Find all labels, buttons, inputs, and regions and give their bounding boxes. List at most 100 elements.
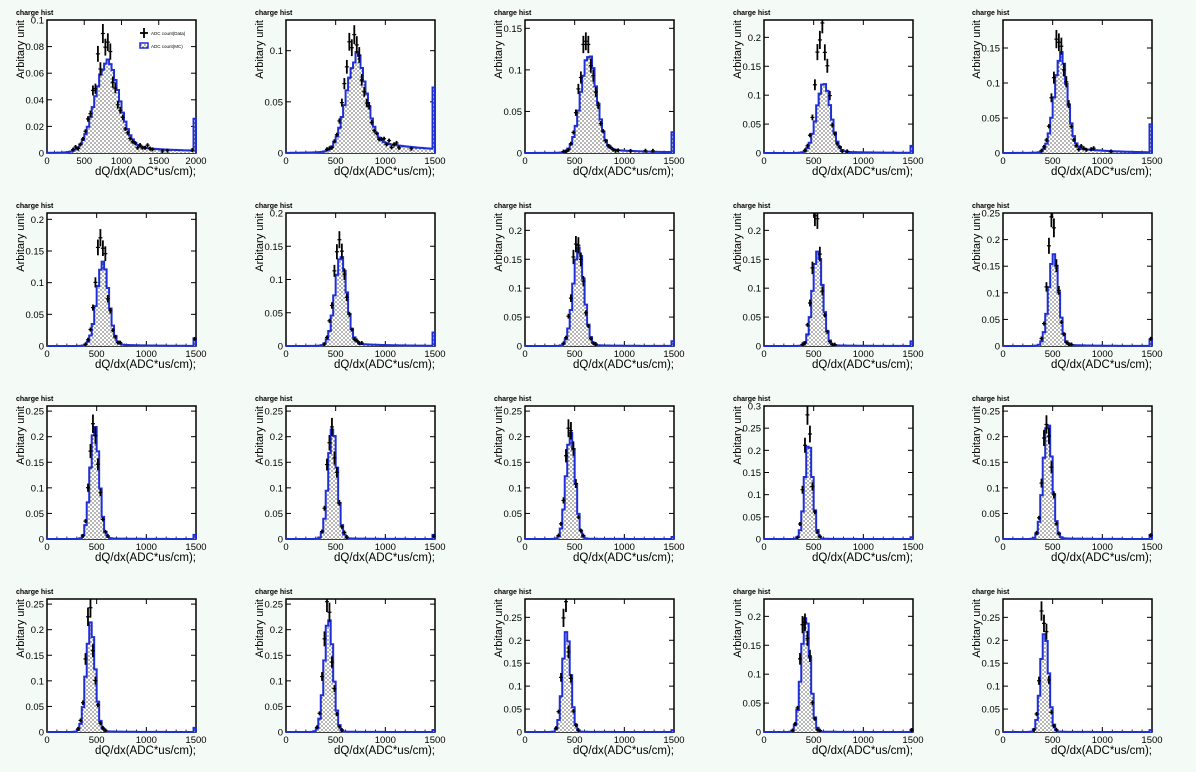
x-axis-label: dQ/dx(ADC*us/cm); <box>573 166 674 178</box>
x-tick-label: 1000 <box>614 542 635 553</box>
x-tick-label: 1500 <box>424 349 445 360</box>
y-tick-label: 0.2 <box>270 209 283 220</box>
x-tick-label: 0 <box>44 735 49 746</box>
y-tick-label: 0.25 <box>265 600 284 611</box>
y-tick-label: 0.2 <box>987 636 1000 647</box>
x-tick-label: 500 <box>806 542 822 553</box>
y-tick-label: 0.15 <box>982 659 1001 670</box>
plot-frame <box>285 212 436 347</box>
x-tick-label: 500 <box>567 542 583 553</box>
mc-histogram-line <box>46 58 197 154</box>
x-tick-label: 500 <box>1045 735 1061 746</box>
x-axis-label: dQ/dx(ADC*us/cm); <box>334 166 435 178</box>
x-tick-label: 0 <box>761 542 766 553</box>
y-axis-label: Arbitary unit <box>15 213 27 272</box>
y-tick-label: 0.25 <box>743 424 762 435</box>
x-tick-label: 0 <box>761 156 766 167</box>
mc-histogram-line <box>763 617 914 733</box>
chart-panel-9: charge hist dQ/dx(ADC*us/cm); Arbitary uni… <box>732 203 924 371</box>
mc-histogram-line <box>763 445 914 540</box>
y-tick-label: 0.2 <box>31 215 44 226</box>
x-tick-label: 0 <box>44 156 49 167</box>
y-tick-label: 0.05 <box>504 509 523 520</box>
x-tick-label: 500 <box>89 735 105 746</box>
y-tick-label: 0.1 <box>987 682 1000 693</box>
y-tick-label: 0.05 <box>26 702 45 713</box>
y-tick-label: 0.02 <box>26 122 45 133</box>
y-tick-label: 0.05 <box>265 97 284 108</box>
plot-frame <box>763 405 914 540</box>
x-axis-label: dQ/dx(ADC*us/cm); <box>1051 359 1152 371</box>
chart-panel-13: charge hist dQ/dx(ADC*us/cm); Arbitary uni… <box>493 396 685 564</box>
y-tick-label: 0.1 <box>509 682 522 693</box>
y-tick-label: 0.25 <box>504 407 523 418</box>
y-tick-label: 0.15 <box>743 468 762 479</box>
y-tick-label: 0.15 <box>265 458 284 469</box>
x-tick-label: 1000 <box>853 542 874 553</box>
x-tick-label: 0 <box>522 156 527 167</box>
x-tick-label: 1500 <box>902 349 923 360</box>
x-tick-label: 1000 <box>1092 156 1113 167</box>
x-tick-label: 0 <box>761 349 766 360</box>
x-axis-label: dQ/dx(ADC*us/cm); <box>812 166 913 178</box>
y-tick-label: 0.04 <box>26 95 45 106</box>
y-tick-label: 0 <box>756 342 761 353</box>
y-tick-label: 0.15 <box>743 255 762 266</box>
y-tick-label: 0 <box>39 149 44 160</box>
y-tick-label: 0.2 <box>748 446 761 457</box>
y-axis-label: Arbitary unit <box>971 213 983 272</box>
mc-histogram-line <box>524 55 675 154</box>
legend-data-label: ADC count(Data) <box>151 31 186 36</box>
x-tick-label: 1500 <box>1141 735 1162 746</box>
x-tick-label: 1000 <box>375 735 396 746</box>
x-tick-label: 1500 <box>663 156 684 167</box>
chart-title: charge hist <box>494 589 532 596</box>
y-tick-label: 0 <box>756 149 761 160</box>
x-tick-label: 1000 <box>614 156 635 167</box>
y-axis-label: Arbitary unit <box>493 406 505 465</box>
y-tick-label: 0.1 <box>31 676 44 687</box>
chart-title: charge hist <box>494 10 532 17</box>
chart-title: charge hist <box>255 10 293 17</box>
plot-frame <box>46 212 197 347</box>
y-tick-label: 0.2 <box>748 226 761 237</box>
y-axis-label: Arbitary unit <box>732 406 744 465</box>
y-tick-label: 0.2 <box>270 432 283 443</box>
chart-panel-1: charge hist dQ/dx(ADC*us/cm); Arbitary uni… <box>15 10 207 178</box>
y-axis-label: Arbitary unit <box>493 20 505 79</box>
y-tick-label: 0 <box>756 728 761 739</box>
x-tick-label: 1500 <box>902 542 923 553</box>
mc-histogram-fill <box>286 620 435 732</box>
x-tick-label: 0 <box>522 542 527 553</box>
y-tick-label: 0 <box>995 342 1000 353</box>
y-tick-label: 0 <box>517 535 522 546</box>
chart-title: charge hist <box>733 203 771 210</box>
y-tick-label: 0.15 <box>743 62 762 73</box>
x-tick-label: 1500 <box>424 156 445 167</box>
mc-histogram-fill <box>525 632 674 732</box>
x-axis-label: dQ/dx(ADC*us/cm); <box>573 359 674 371</box>
x-tick-label: 500 <box>328 349 344 360</box>
x-tick-label: 1500 <box>185 542 206 553</box>
x-tick-label: 1000 <box>375 156 396 167</box>
x-tick-label: 1500 <box>663 349 684 360</box>
mc-histogram-line <box>524 631 675 733</box>
x-tick-label: 1000 <box>375 349 396 360</box>
chart-title: charge hist <box>255 589 293 596</box>
y-tick-label: 0.05 <box>982 509 1001 520</box>
mc-histogram-line <box>285 428 436 540</box>
mc-histogram-line <box>1002 424 1153 540</box>
y-tick-label: 0.2 <box>748 33 761 44</box>
y-axis-label: Arbitary unit <box>254 20 266 79</box>
x-tick-label: 1500 <box>902 156 923 167</box>
x-tick-label: 0 <box>283 156 288 167</box>
y-tick-label: 0.15 <box>504 24 523 35</box>
y-tick-label: 0.15 <box>504 458 523 469</box>
y-tick-label: 0.15 <box>743 641 762 652</box>
mc-histogram-line <box>763 250 914 347</box>
y-tick-label: 0.25 <box>265 407 284 418</box>
x-tick-label: 500 <box>567 735 583 746</box>
y-axis-label: Arbitary unit <box>15 599 27 658</box>
mc-histogram-line <box>285 51 436 154</box>
